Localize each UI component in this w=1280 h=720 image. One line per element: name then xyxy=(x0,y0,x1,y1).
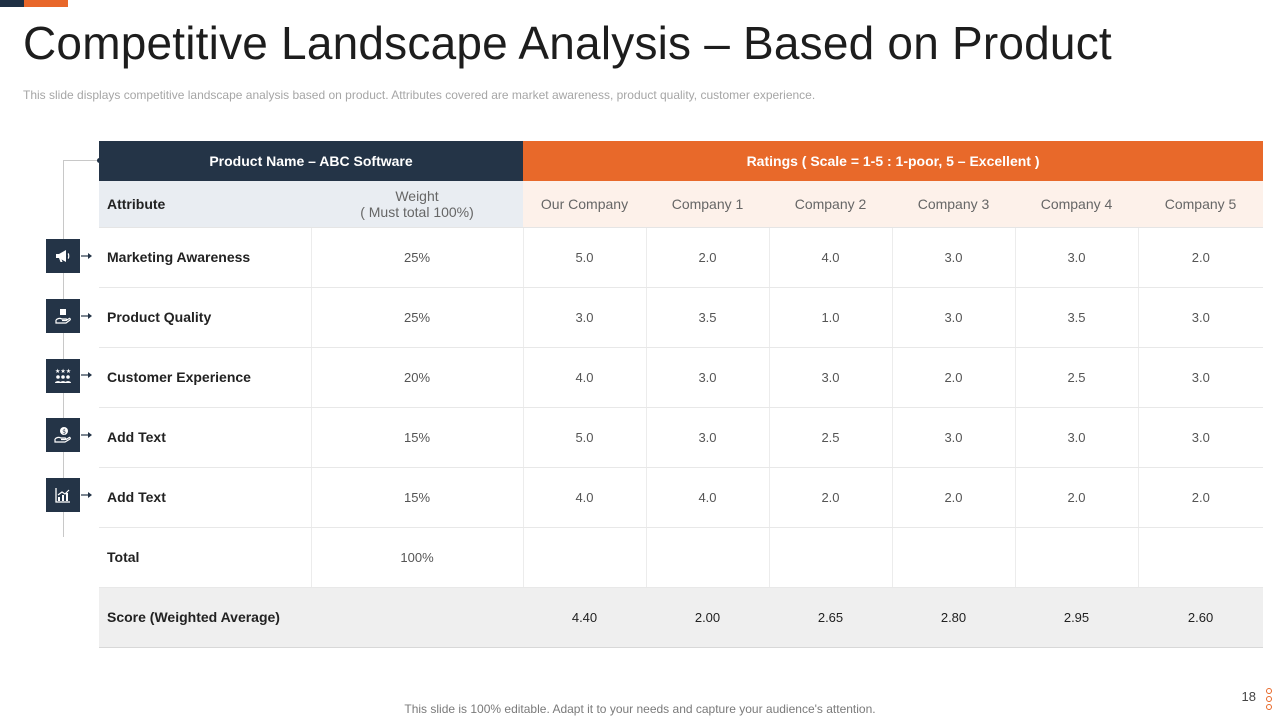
top-accent-orange-bar xyxy=(24,0,68,7)
slide-footer: This slide is 100% editable. Adapt it to… xyxy=(404,702,876,716)
rating-cell: 2.0 xyxy=(1015,467,1139,528)
score-cell: 2.80 xyxy=(892,587,1015,648)
hand-box-icon xyxy=(46,299,80,333)
total-label: Total xyxy=(99,527,312,588)
competitive-table: Product Name – ABC Software Ratings ( Sc… xyxy=(99,141,1264,648)
weight-cell: 15% xyxy=(311,467,524,528)
company-column-header: Company 1 xyxy=(646,181,769,228)
attribute-column-header: Attribute xyxy=(99,181,311,228)
rating-cell: 3.0 xyxy=(769,347,893,408)
attribute-cell: Add Text xyxy=(99,467,312,528)
score-cell: 2.65 xyxy=(769,587,892,648)
table-row: Marketing Awareness 25% 5.0 2.0 4.0 3.0 … xyxy=(99,227,1264,288)
rating-cell: 2.0 xyxy=(892,347,1016,408)
connector-line-horizontal xyxy=(63,160,99,161)
rating-cell: 3.0 xyxy=(1138,407,1264,468)
page-dots-decoration xyxy=(1266,688,1274,710)
customers-stars-icon: ★★★ xyxy=(46,359,80,393)
arrow-right-icon xyxy=(81,432,92,438)
attribute-cell: Add Text xyxy=(99,407,312,468)
attribute-cell: Marketing Awareness xyxy=(99,227,312,288)
money-hand-icon: $ xyxy=(46,418,80,452)
rating-cell: 2.5 xyxy=(1015,347,1139,408)
table-row: Product Quality 25% 3.0 3.5 1.0 3.0 3.5 … xyxy=(99,287,1264,348)
rating-cell: 2.0 xyxy=(769,467,893,528)
weight-cell: 20% xyxy=(311,347,524,408)
rating-cell: 3.0 xyxy=(892,407,1016,468)
attribute-cell: Product Quality xyxy=(99,287,312,348)
empty-cell xyxy=(646,527,770,588)
top-accent-dark-bar xyxy=(0,0,24,7)
rating-cell: 2.0 xyxy=(1138,227,1264,288)
company-column-header: Company 5 xyxy=(1138,181,1264,228)
rating-cell: 4.0 xyxy=(769,227,893,288)
rating-cell: 2.0 xyxy=(892,467,1016,528)
empty-cell xyxy=(1138,527,1264,588)
rating-cell: 1.0 xyxy=(769,287,893,348)
arrow-right-icon xyxy=(81,492,92,498)
score-row: Score (Weighted Average) 4.40 2.00 2.65 … xyxy=(99,587,1264,648)
company-column-header: Company 4 xyxy=(1015,181,1138,228)
rating-cell: 3.0 xyxy=(646,347,770,408)
rating-cell: 3.5 xyxy=(1015,287,1139,348)
rating-cell: 3.0 xyxy=(1138,287,1264,348)
table-row: Add Text 15% 5.0 3.0 2.5 3.0 3.0 3.0 xyxy=(99,407,1264,468)
weight-cell: 15% xyxy=(311,407,524,468)
weight-header-line1: Weight xyxy=(395,187,439,204)
empty-cell xyxy=(1015,527,1139,588)
rating-cell: 3.0 xyxy=(892,287,1016,348)
rating-cell: 5.0 xyxy=(523,227,647,288)
rating-cell: 3.0 xyxy=(646,407,770,468)
rating-cell: 2.5 xyxy=(769,407,893,468)
rating-cell: 3.5 xyxy=(646,287,770,348)
slide-subtitle: This slide displays competitive landscap… xyxy=(23,88,816,102)
rating-cell: 3.0 xyxy=(892,227,1016,288)
arrow-right-icon xyxy=(81,313,92,319)
rating-cell: 5.0 xyxy=(523,407,647,468)
empty-cell xyxy=(523,527,647,588)
rating-cell: 4.0 xyxy=(523,467,647,528)
table-row: Add Text 15% 4.0 4.0 2.0 2.0 2.0 2.0 xyxy=(99,467,1264,528)
rating-cell: 3.0 xyxy=(523,287,647,348)
svg-text:★★★: ★★★ xyxy=(55,368,71,375)
rating-cell: 4.0 xyxy=(523,347,647,408)
ratings-header: Ratings ( Scale = 1-5 : 1-poor, 5 – Exce… xyxy=(523,141,1264,181)
total-weight-cell: 100% xyxy=(311,527,524,588)
empty-cell xyxy=(892,527,1016,588)
connector-line-vertical xyxy=(63,160,64,537)
rating-cell: 2.0 xyxy=(646,227,770,288)
rating-cell: 3.0 xyxy=(1015,407,1139,468)
score-cell: 2.95 xyxy=(1015,587,1138,648)
weight-cell: 25% xyxy=(311,287,524,348)
rating-cell: 2.0 xyxy=(1138,467,1264,528)
company-column-header: Our Company xyxy=(523,181,646,228)
score-cell: 2.00 xyxy=(646,587,769,648)
page-number: 18 xyxy=(1241,689,1256,704)
total-row: Total 100% xyxy=(99,527,1264,588)
arrow-right-icon xyxy=(81,253,92,259)
score-cell: 2.60 xyxy=(1138,587,1264,648)
weight-cell: 25% xyxy=(311,227,524,288)
megaphone-icon xyxy=(46,239,80,273)
arrow-right-icon xyxy=(81,372,92,378)
score-label: Score (Weighted Average) xyxy=(99,587,523,648)
rating-cell: 3.0 xyxy=(1138,347,1264,408)
attribute-cell: Customer Experience xyxy=(99,347,312,408)
weight-column-header: Weight( Must total 100%) xyxy=(311,181,523,228)
growth-chart-icon xyxy=(46,478,80,512)
rating-cell: 3.0 xyxy=(1015,227,1139,288)
company-column-header: Company 2 xyxy=(769,181,892,228)
svg-text:$: $ xyxy=(62,428,66,435)
rating-cell: 4.0 xyxy=(646,467,770,528)
empty-cell xyxy=(769,527,893,588)
weight-header-line2: ( Must total 100%) xyxy=(360,203,474,220)
company-column-header: Company 3 xyxy=(892,181,1015,228)
score-cell: 4.40 xyxy=(523,587,646,648)
slide-title: Competitive Landscape Analysis – Based o… xyxy=(23,17,1112,69)
product-name-header: Product Name – ABC Software xyxy=(99,141,523,181)
table-row: Customer Experience 20% 4.0 3.0 3.0 2.0 … xyxy=(99,347,1264,408)
